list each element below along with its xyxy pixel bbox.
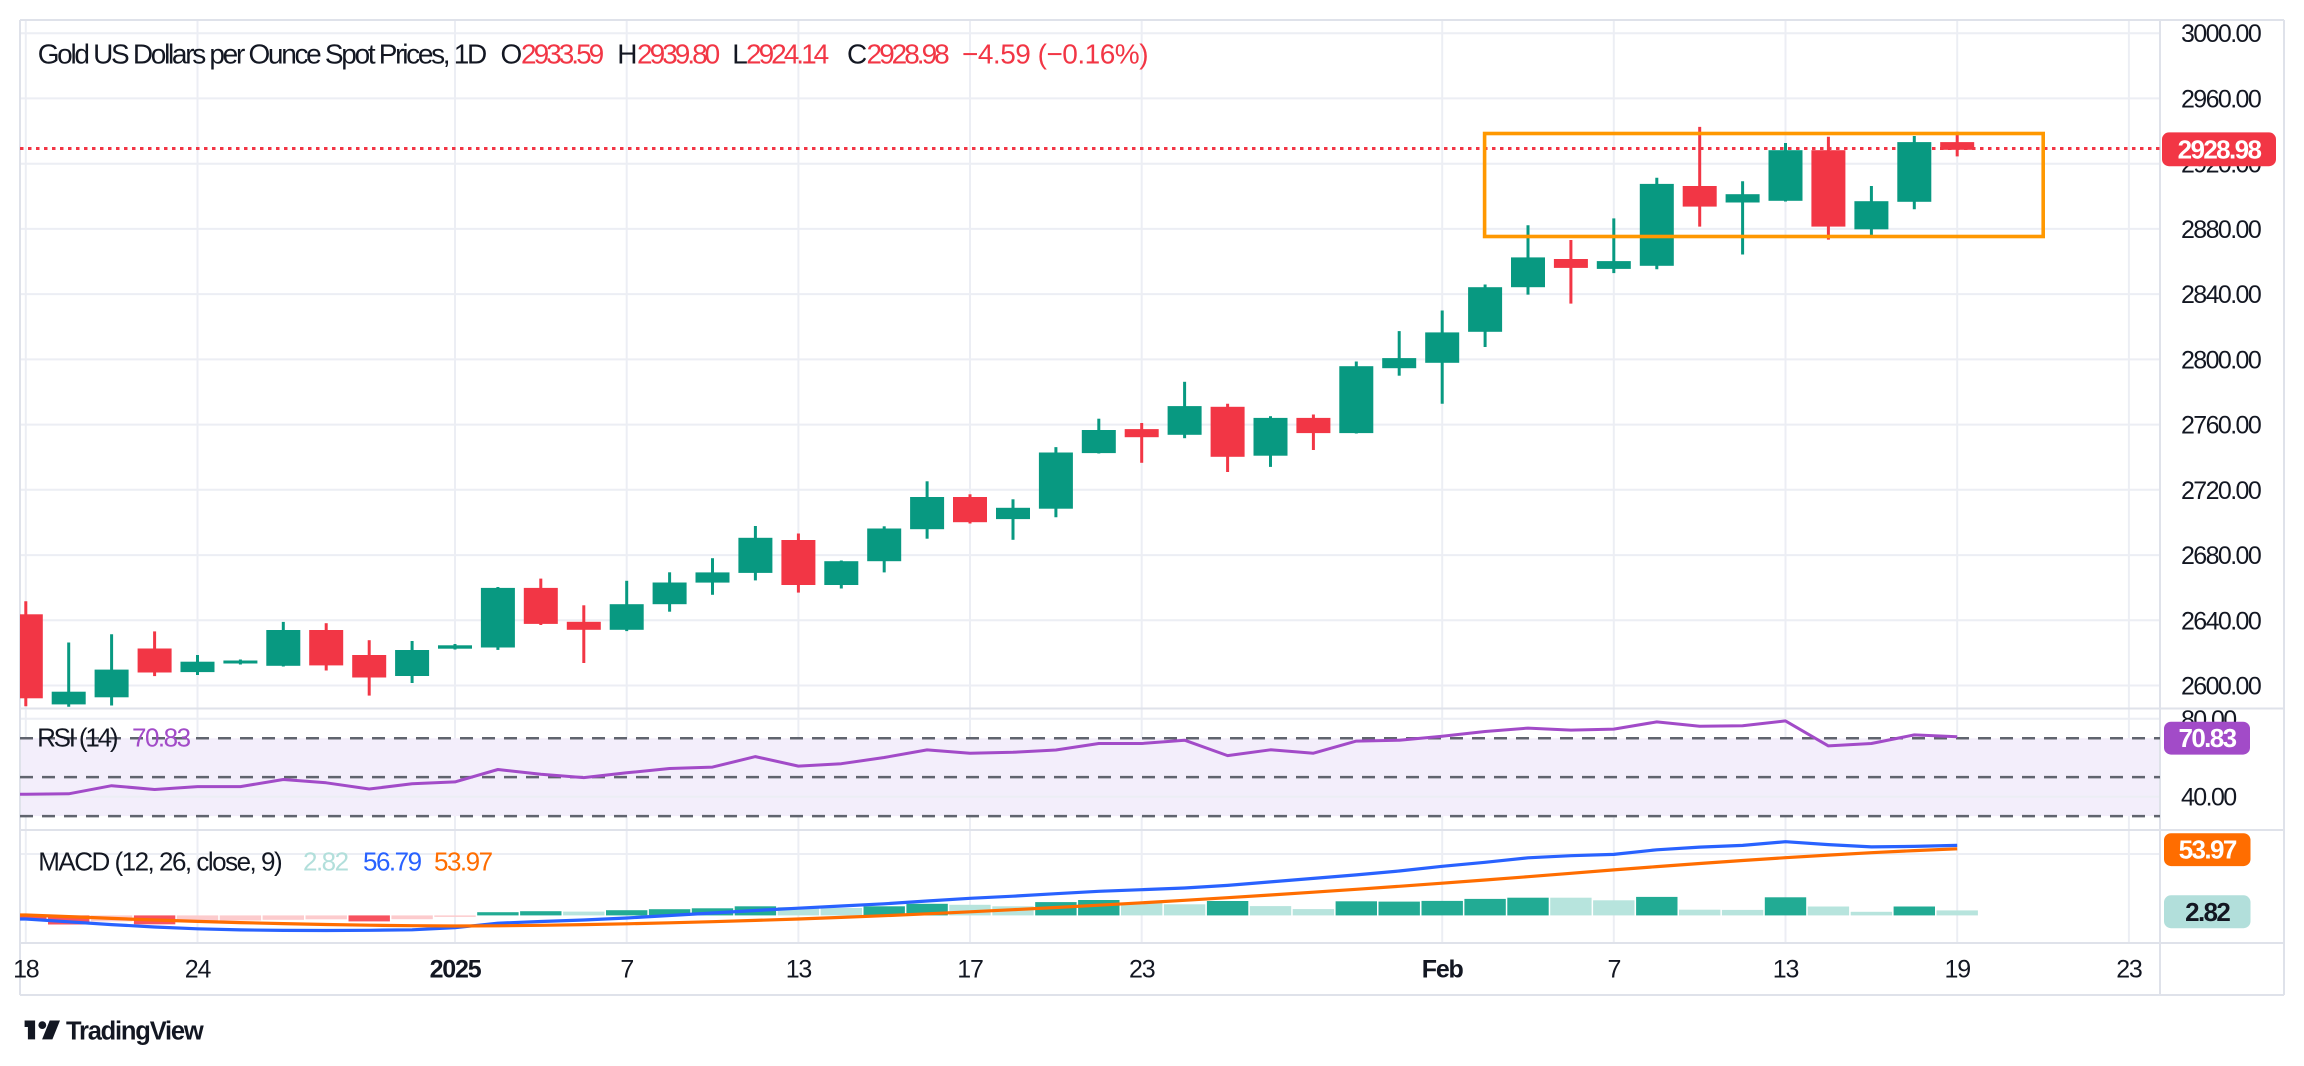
svg-text:Gold US Dollars per Ounce Spot: Gold US Dollars per Ounce Spot Prices, 1… xyxy=(38,38,486,69)
svg-text:MACD (12, 26, close, 9): MACD (12, 26, close, 9) xyxy=(38,847,282,877)
svg-text:2933.59: 2933.59 xyxy=(521,38,604,69)
svg-text:13: 13 xyxy=(786,956,812,984)
svg-text:H: H xyxy=(617,38,635,69)
svg-text:3000.00: 3000.00 xyxy=(2181,20,2261,48)
svg-text:53.97: 53.97 xyxy=(2179,835,2237,865)
svg-text:2800.00: 2800.00 xyxy=(2181,346,2261,374)
svg-text:17: 17 xyxy=(957,956,983,984)
svg-text:2939.80: 2939.80 xyxy=(637,38,720,69)
svg-text:Feb: Feb xyxy=(1422,956,1464,984)
svg-text:19: 19 xyxy=(1944,956,1970,984)
svg-text:7: 7 xyxy=(620,956,633,984)
svg-text:2880.00: 2880.00 xyxy=(2181,216,2261,244)
svg-text:2600.00: 2600.00 xyxy=(2181,673,2261,701)
svg-text:2680.00: 2680.00 xyxy=(2181,542,2261,570)
svg-text:23: 23 xyxy=(2116,956,2142,984)
svg-text:56.79: 56.79 xyxy=(363,847,422,877)
svg-text:7: 7 xyxy=(1607,956,1620,984)
svg-text:70.83: 70.83 xyxy=(2178,723,2236,753)
svg-text:2720.00: 2720.00 xyxy=(2181,477,2261,505)
svg-text:TradingView: TradingView xyxy=(66,1017,204,1045)
svg-text:RSI (14): RSI (14) xyxy=(37,723,118,753)
svg-text:2.82: 2.82 xyxy=(303,847,349,877)
svg-text:24: 24 xyxy=(185,956,212,984)
svg-text:O: O xyxy=(501,38,522,69)
svg-text:2025: 2025 xyxy=(430,956,482,984)
svg-text:13: 13 xyxy=(1773,956,1799,984)
svg-text:2924.14: 2924.14 xyxy=(746,38,829,69)
svg-text:2928.98: 2928.98 xyxy=(2178,134,2262,164)
svg-text:18: 18 xyxy=(13,956,39,984)
svg-text:53.97: 53.97 xyxy=(434,847,493,877)
svg-text:−4.59 (−0.16%): −4.59 (−0.16%) xyxy=(962,38,1148,69)
svg-text:2640.00: 2640.00 xyxy=(2181,607,2261,635)
svg-text:70.83: 70.83 xyxy=(132,723,191,753)
svg-text:2960.00: 2960.00 xyxy=(2181,85,2261,113)
svg-text:C: C xyxy=(847,38,867,69)
svg-text:2760.00: 2760.00 xyxy=(2181,412,2261,440)
svg-text:2928.98: 2928.98 xyxy=(867,38,950,69)
svg-text:2840.00: 2840.00 xyxy=(2181,281,2261,309)
svg-text:40.00: 40.00 xyxy=(2181,784,2236,812)
svg-text:23: 23 xyxy=(1129,956,1155,984)
svg-text:2.82: 2.82 xyxy=(2185,897,2230,927)
